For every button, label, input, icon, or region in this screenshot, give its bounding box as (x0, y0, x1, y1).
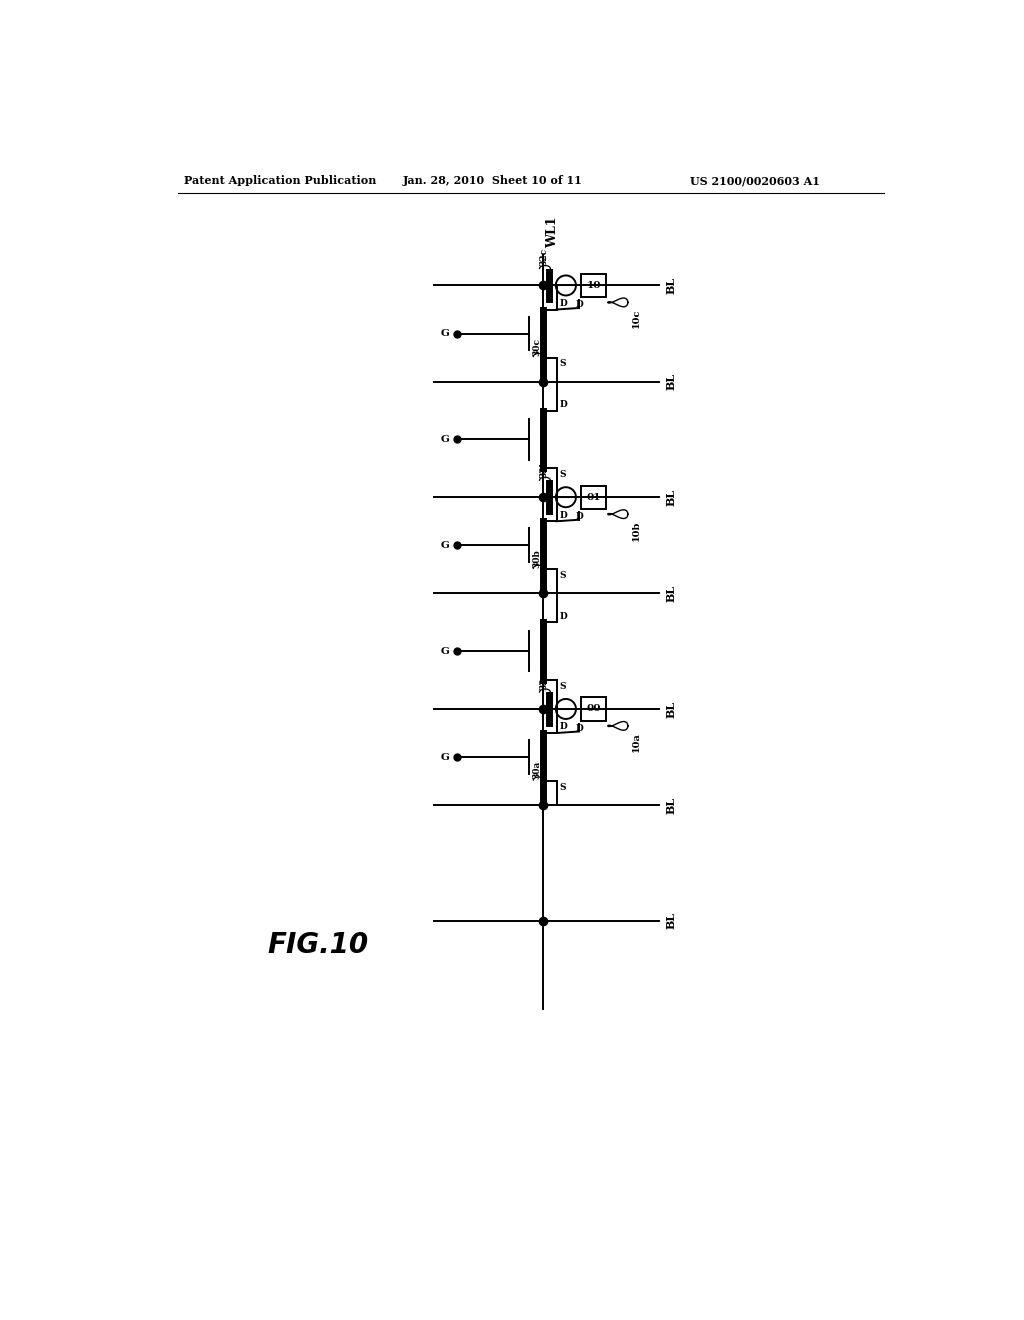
Text: 10a: 10a (632, 733, 641, 752)
Text: D: D (560, 722, 567, 731)
Bar (582, 275, 606, 297)
Text: 30b: 30b (532, 549, 542, 568)
Bar (582, 697, 606, 721)
Text: D: D (575, 300, 584, 309)
Text: G: G (440, 752, 450, 762)
Text: BL: BL (665, 701, 676, 718)
Text: S: S (560, 572, 566, 579)
Text: S: S (560, 681, 566, 690)
Text: WL1: WL1 (547, 216, 559, 248)
Text: BL: BL (665, 277, 676, 294)
Text: 30c: 30c (532, 338, 542, 356)
Text: FIG.10: FIG.10 (267, 931, 369, 960)
Text: D: D (560, 511, 567, 520)
Text: G: G (440, 329, 450, 338)
Text: G: G (440, 436, 450, 444)
Text: 10b: 10b (632, 520, 641, 541)
Text: US 2100/0020603 A1: US 2100/0020603 A1 (690, 176, 820, 186)
Text: S: S (560, 783, 566, 792)
Text: 00: 00 (587, 705, 601, 713)
Text: 32a: 32a (539, 672, 548, 689)
Text: D: D (560, 611, 567, 620)
Text: D: D (560, 298, 567, 308)
Text: Patent Application Publication: Patent Application Publication (183, 176, 376, 186)
Text: BL: BL (665, 374, 676, 391)
Text: BL: BL (665, 585, 676, 602)
Text: G: G (440, 541, 450, 550)
Text: S: S (560, 359, 566, 368)
Text: BL: BL (665, 797, 676, 813)
Text: 01: 01 (587, 492, 601, 502)
Text: D: D (560, 400, 567, 409)
Text: 10c: 10c (632, 309, 641, 327)
Text: BL: BL (665, 912, 676, 929)
Bar (582, 486, 606, 508)
Text: G: G (440, 647, 450, 656)
Text: S: S (560, 470, 566, 479)
Text: D: D (575, 512, 584, 521)
Text: 10: 10 (587, 281, 601, 290)
Text: 32c: 32c (539, 248, 548, 267)
Text: 30a: 30a (532, 762, 542, 779)
Text: BL: BL (665, 488, 676, 506)
Text: Jan. 28, 2010  Sheet 10 of 11: Jan. 28, 2010 Sheet 10 of 11 (403, 176, 583, 186)
Text: D: D (575, 723, 584, 733)
Text: 32b: 32b (539, 459, 548, 478)
